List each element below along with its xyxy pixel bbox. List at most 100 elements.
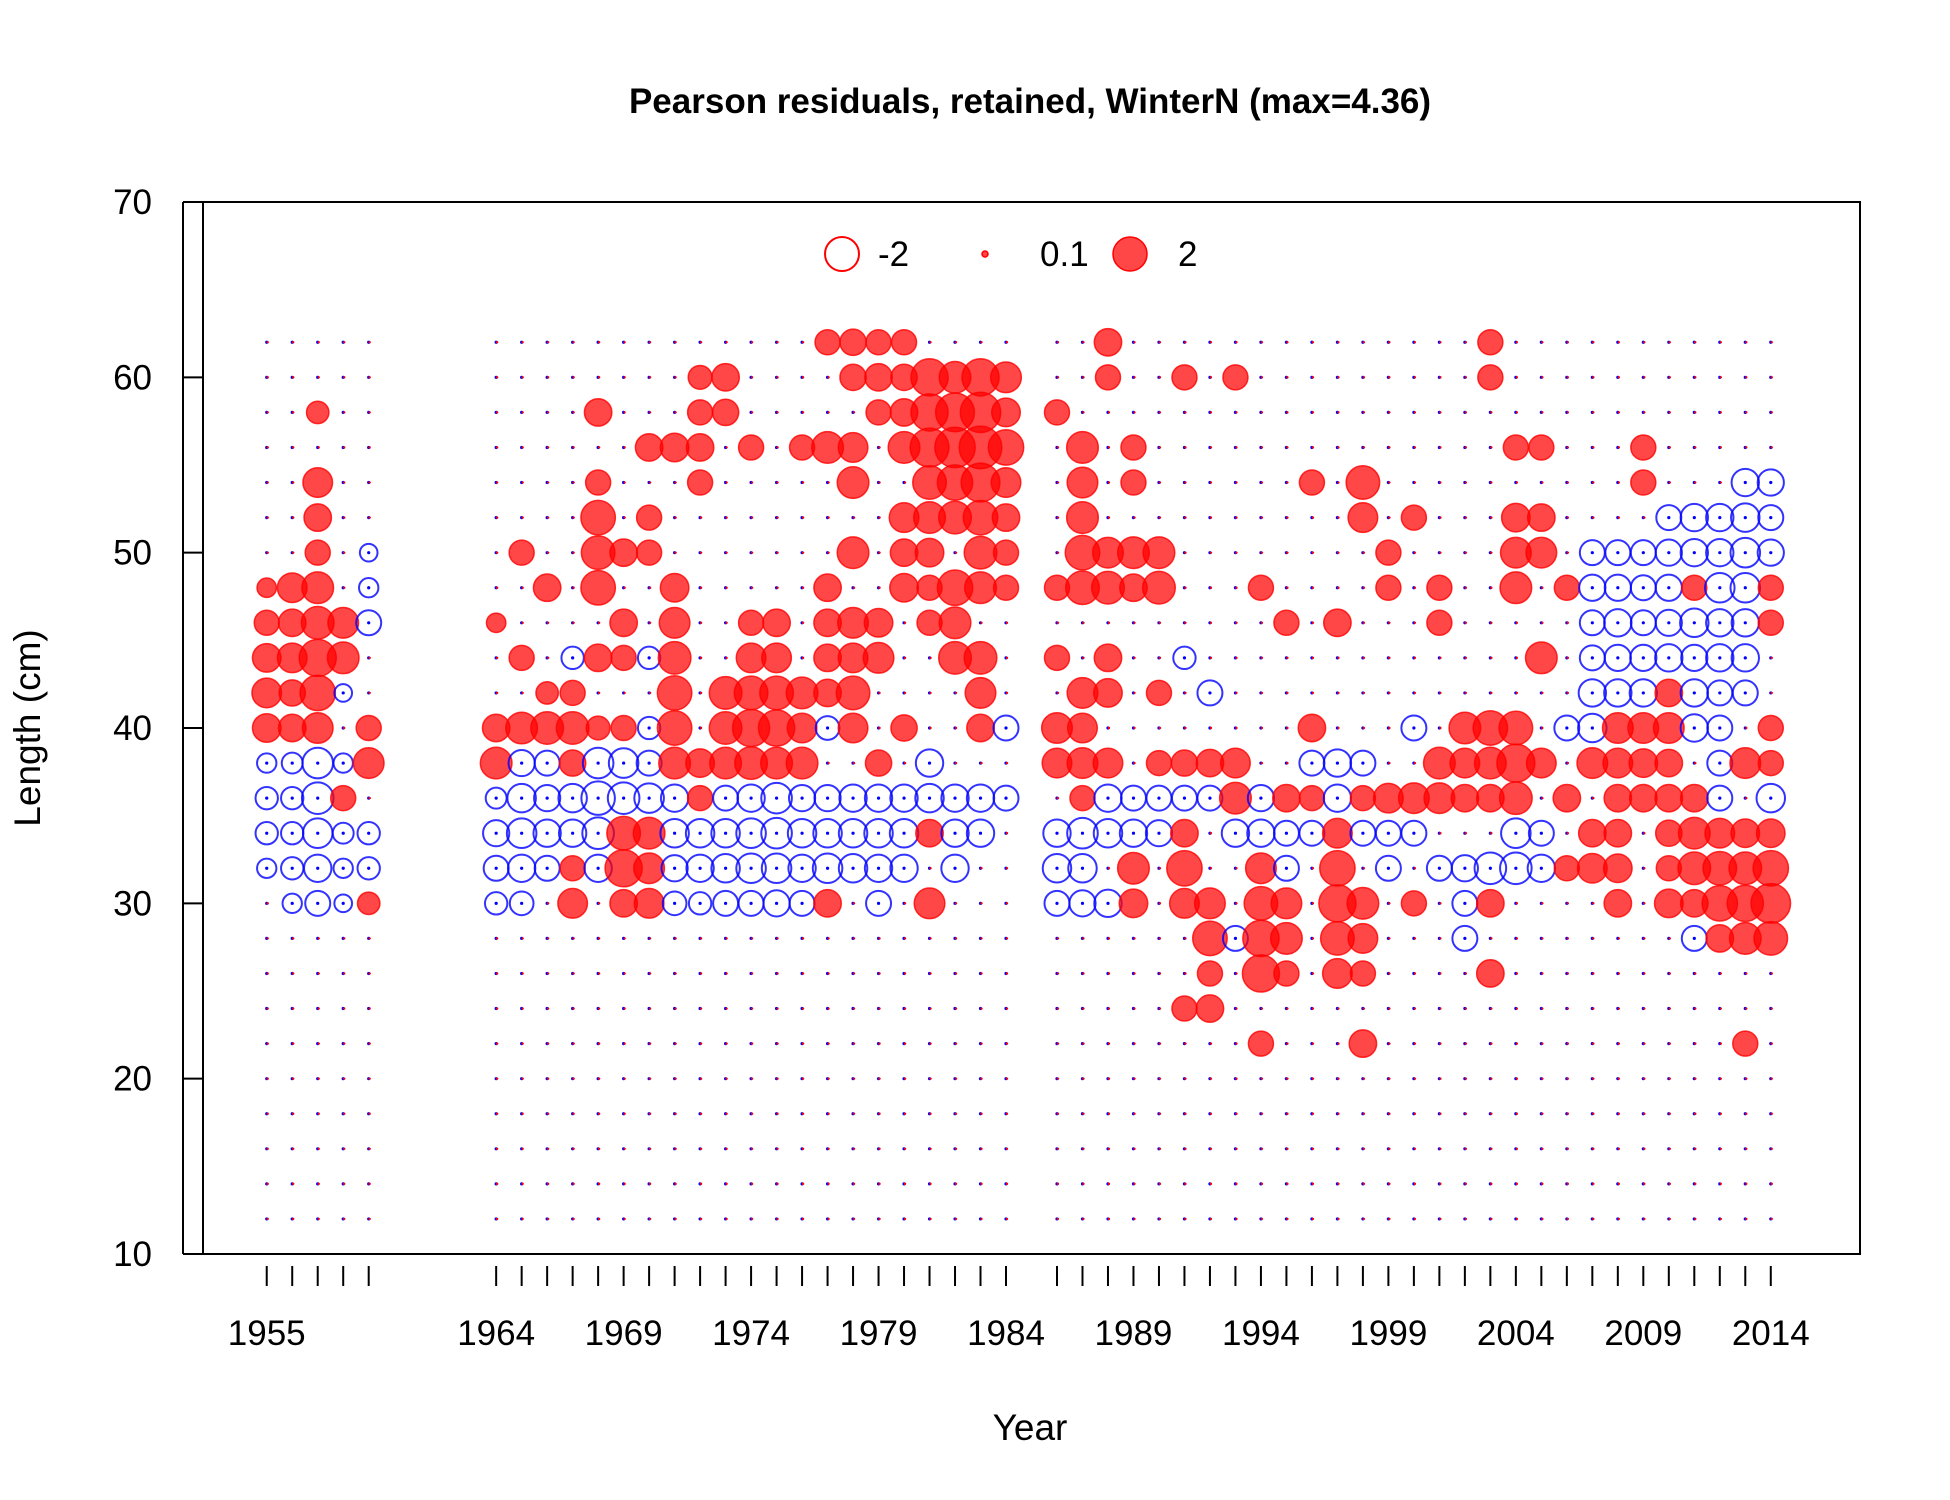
residual-point [1464,1077,1468,1080]
residual-point [1286,726,1289,730]
residual-point [1515,656,1519,660]
residual-point [1490,1147,1493,1151]
residual-center-dot [1769,796,1773,800]
residual-bubble-negative [863,853,894,883]
residual-center-dot [1106,796,1110,800]
residual-bubble-positive [1630,434,1657,461]
residual-point [725,586,728,589]
residual-point [1388,726,1391,730]
residual-bubble-positive [711,398,740,427]
residual-bubble-negative [281,892,303,915]
residual-point [1158,1077,1162,1080]
residual-center-dot [647,761,651,765]
residual-point [266,1077,269,1080]
residual-center-dot [1259,796,1263,800]
residual-point [929,691,932,695]
residual-center-dot [1718,796,1722,800]
residual-point [1260,551,1264,554]
residual-point [1617,1042,1621,1045]
residual-point [1617,446,1621,449]
residual-point [1745,1147,1748,1151]
residual-point [1694,1007,1697,1010]
residual-point [1439,656,1442,660]
residual-bubble-negative [1451,924,1479,952]
residual-bubble-positive [352,747,385,780]
residual-point [776,551,779,554]
residual-bubble-positive [1065,501,1100,535]
residual-point [368,656,371,660]
residual-point [1388,937,1391,940]
residual-point [1515,1182,1519,1186]
residual-point [954,761,958,765]
residual-point [699,551,703,554]
residual-bubble-positive [584,469,612,496]
residual-bubble-negative [1729,536,1762,569]
residual-point [674,481,677,484]
residual-bubble-positive [1757,609,1785,637]
residual-point [1005,691,1009,695]
residual-bubble-positive [992,574,1020,601]
residual-point [623,937,626,940]
residual-bubble-negative [1172,645,1197,671]
residual-center-dot [1131,796,1136,800]
residual-center-dot [1616,656,1620,660]
residual-point [546,1147,550,1151]
residual-point [546,937,550,940]
residual-point [1362,411,1366,414]
residual-bubble-positive [964,676,997,709]
residual-bubble-positive [1628,783,1658,813]
residual-point [546,516,550,519]
residual-point [495,516,499,519]
residual-point [521,341,524,344]
residual-bubble-negative [684,817,716,849]
residual-point [1643,1112,1646,1115]
residual-point [852,411,856,414]
residual-point [750,972,754,975]
residual-point [266,1217,269,1221]
residual-bubble-positive [326,641,360,675]
residual-bubble-positive [863,607,894,638]
residual-point [699,972,703,975]
residual-point [343,937,346,940]
residual-point [597,446,601,449]
residual-point [546,446,550,449]
y-tick-label: 40 [113,709,152,748]
residual-center-dot [774,901,779,905]
residual-point [1107,1077,1111,1080]
residual-point [801,586,805,589]
residual-point [1158,1042,1162,1045]
residual-center-dot [265,796,269,800]
residual-point [1235,1077,1238,1080]
residual-point [1592,1182,1595,1186]
residual-point [1388,1147,1391,1151]
residual-point [827,376,830,379]
residual-point [1515,481,1519,484]
residual-bubble-negative [1196,679,1224,707]
residual-point [1286,411,1289,414]
residual-point [1413,1217,1417,1221]
residual-point [1566,411,1570,414]
residual-point [1439,691,1442,695]
residual-point [1413,761,1417,765]
residual-bubble-negative [482,819,511,848]
residual-point [1133,1112,1136,1115]
residual-bubble-negative [661,890,688,917]
residual-point [521,1182,524,1186]
residual-point [292,1007,295,1010]
residual-point [699,726,703,730]
residual-point [368,376,371,379]
residual-bubble-negative [1654,538,1683,567]
residual-bubble-negative [710,817,741,849]
residual-bubble-negative [710,853,741,884]
residual-point [1337,691,1340,695]
residual-center-dot [341,691,345,695]
residual-bubble-positive [1375,574,1402,601]
residual-bubble-positive [686,399,714,426]
residual-point [1515,691,1519,695]
residual-center-dot [673,901,677,905]
residual-center-dot [1463,936,1467,941]
residual-point [1184,937,1187,940]
residual-bubble-positive [609,538,639,568]
residual-bubble-positive [1477,329,1504,356]
residual-point [1082,411,1085,414]
